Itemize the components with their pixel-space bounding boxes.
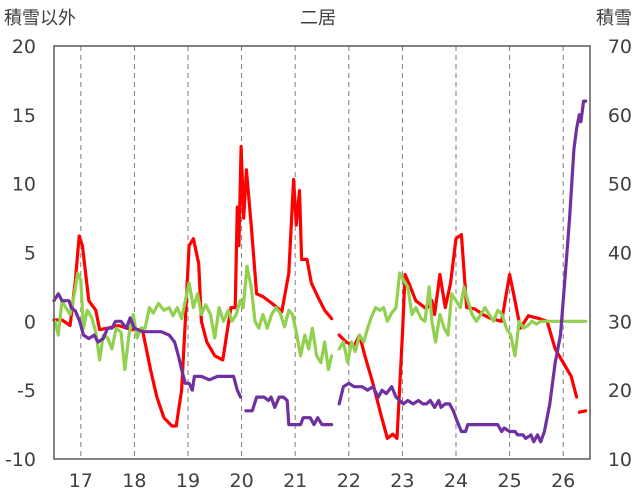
- series-2-segment-1: [244, 395, 334, 427]
- x-tick-label: 20: [230, 470, 254, 492]
- series-1-segment-1: [337, 271, 588, 365]
- left-tick-label: 5: [24, 243, 36, 265]
- right-tick-label: 60: [608, 105, 632, 127]
- left-tick-label: 20: [12, 36, 36, 58]
- x-tick-label: 18: [122, 470, 146, 492]
- x-tick-label: 19: [176, 470, 200, 492]
- x-tick-label: 22: [337, 470, 361, 492]
- left-axis-label: 積雪以外: [4, 8, 76, 29]
- series-0-segment-1: [337, 233, 579, 440]
- x-tick-label: 17: [69, 470, 93, 492]
- right-tick-label: 50: [608, 174, 632, 196]
- x-tick-label: 21: [283, 470, 307, 492]
- right-axis-label: 積雪: [596, 8, 632, 29]
- right-tick-label: 70: [608, 36, 632, 58]
- x-tick-label: 25: [498, 470, 522, 492]
- series-0-segment-2: [577, 409, 588, 414]
- series-2-segment-3: [579, 99, 588, 124]
- series-group: [52, 99, 588, 444]
- right-tick-label: 30: [608, 311, 632, 333]
- left-axis-ticks: -10 -5 0 5 10 15 20: [5, 36, 36, 471]
- right-axis-ticks: 10 20 30 40 50 60 70: [608, 36, 632, 471]
- x-tick-label: 24: [444, 470, 468, 492]
- left-tick-label: -5: [17, 380, 36, 402]
- right-tick-label: 20: [608, 380, 632, 402]
- grid: [80, 46, 564, 459]
- series-0-segment-0: [52, 144, 334, 428]
- x-tick-label: 26: [551, 470, 575, 492]
- left-tick-label: -10: [5, 449, 36, 471]
- right-tick-label: 40: [608, 243, 632, 265]
- left-tick-label: 0: [24, 311, 36, 333]
- plot-frame: [53, 45, 591, 460]
- x-tick-label: 23: [390, 470, 414, 492]
- series-2-segment-0: [52, 292, 243, 399]
- series-2-segment-2: [337, 113, 581, 444]
- left-tick-label: 15: [12, 105, 36, 127]
- left-tick-label: 10: [12, 174, 36, 196]
- right-tick-label: 10: [608, 449, 632, 471]
- chart-title: 二居: [300, 8, 336, 29]
- x-axis-ticks: 17 18 19 20 21 22 23 24 25 26: [69, 470, 576, 492]
